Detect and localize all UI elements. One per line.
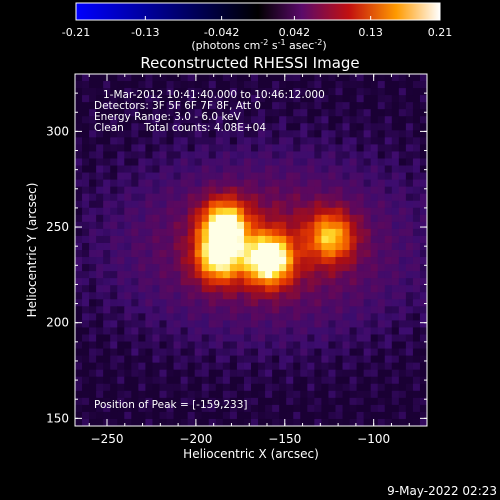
- colorbar-tick-label: -0.13: [131, 26, 159, 39]
- x-tick-label: −100: [357, 432, 390, 446]
- x-axis-label: Heliocentric X (arcsec): [183, 447, 319, 461]
- y-tick-label: 300: [46, 124, 69, 138]
- footer-timestamp: 9-May-2022 02:23: [387, 484, 497, 498]
- x-tick-label: −200: [179, 432, 212, 446]
- plot-frame: [74, 73, 428, 427]
- annotation-time: 1-Mar-2012 10:41:40.000 to 10:46:12.000: [103, 89, 325, 101]
- y-tick-label: 250: [46, 220, 69, 234]
- chart-title: Reconstructed RHESSI Image: [140, 54, 359, 72]
- y-tick-label: 200: [46, 316, 69, 330]
- annotation-energy: Energy Range: 3.0 - 6.0 keV: [94, 111, 242, 123]
- colorbar-tick-label: -0.042: [204, 26, 239, 39]
- colorbar-tick-label: 0.21: [428, 26, 453, 39]
- colorbar-tick-label: 0.042: [279, 26, 311, 39]
- axis-ticks: −250 −200 −150 −100 150 200 250 300: [46, 73, 428, 446]
- annotation-method: Clean: [94, 122, 124, 134]
- annotation-peak: Position of Peak = [-159,233]: [94, 399, 248, 411]
- y-axis-label: Heliocentric Y (arcsec): [25, 183, 39, 318]
- x-tick-label: −250: [91, 432, 124, 446]
- colorbar-ticks: -0.21 -0.13 -0.042 0.042 0.13 0.21: [62, 16, 452, 39]
- heatmap-image: [75, 74, 427, 426]
- annotations: 1-Mar-2012 10:41:40.000 to 10:46:12.000 …: [94, 89, 325, 411]
- x-tick-label: −150: [268, 432, 301, 446]
- annotation-detectors: Detectors: 3F 5F 6F 7F 8F, Att 0: [94, 100, 261, 112]
- colorbar-units: (photons cm-2 s-1 asec-2): [191, 38, 326, 52]
- colorbar-tick-label: 0.13: [358, 26, 383, 39]
- annotation-counts: Total counts: 4.08E+04: [143, 122, 266, 134]
- y-tick-label: 150: [46, 411, 69, 425]
- colorbar: -0.21 -0.13 -0.042 0.042 0.13 0.21 (photons c…: [62, 2, 452, 52]
- colorbar-gradient: [75, 2, 441, 21]
- colorbar-tick-label: -0.21: [62, 26, 90, 39]
